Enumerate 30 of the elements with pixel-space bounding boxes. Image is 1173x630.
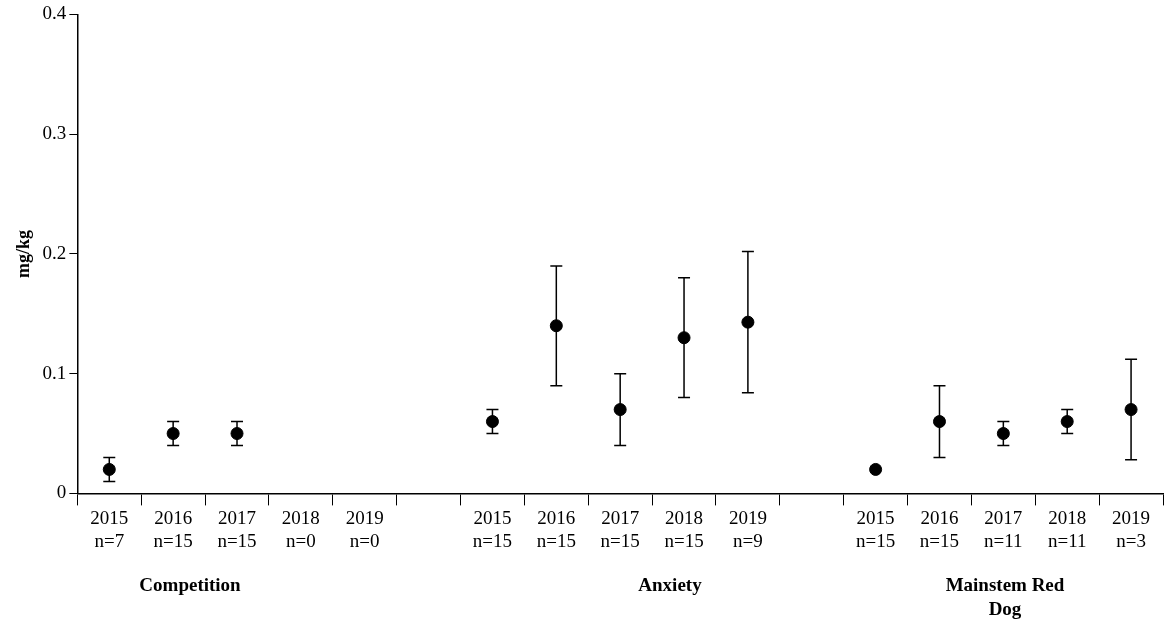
text: Anxiety <box>637 573 703 597</box>
text: Mainstem Red Dog <box>944 573 1066 621</box>
x-tick-label: 2018 n=11 <box>1047 506 1087 551</box>
x-tick-label: 2016 n=15 <box>919 506 960 551</box>
point <box>102 462 116 476</box>
y-tick-label: 0.1 <box>42 361 67 383</box>
x-tick-label: 2017 n=15 <box>217 506 257 551</box>
y-tick-label: 0.3 <box>42 122 67 144</box>
x-tick-label: 2015 n=7 <box>90 506 129 551</box>
x-tick-label: 2015 n=15 <box>856 506 896 551</box>
point <box>549 319 563 333</box>
x-tick-label: 2018 n=15 <box>664 506 704 551</box>
text: Competition <box>138 573 242 597</box>
point <box>996 427 1010 441</box>
point <box>932 415 946 429</box>
y-tick-label: 0.2 <box>42 241 67 263</box>
x-tick-label: 2019 n=0 <box>345 506 384 551</box>
x-tick-label: 2017 n=11 <box>984 506 1023 551</box>
x-tick-label: 2019 n=3 <box>1112 506 1151 551</box>
x-tick-label: 2018 n=0 <box>281 506 320 551</box>
x-tick-label: 2015 n=15 <box>472 506 513 551</box>
point <box>485 415 499 429</box>
x-tick-label: 2017 n=15 <box>600 506 640 551</box>
x-tick-label: 2016 n=15 <box>536 506 576 551</box>
y-axis-title: mg/kg <box>13 229 34 278</box>
x-tick-label: 2016 n=15 <box>153 506 193 551</box>
y-tick-label: 0.4 <box>42 2 67 24</box>
point <box>869 462 883 476</box>
y-tick-label: 0 <box>56 481 67 503</box>
x-tick-label: 2019 n=9 <box>728 506 767 551</box>
